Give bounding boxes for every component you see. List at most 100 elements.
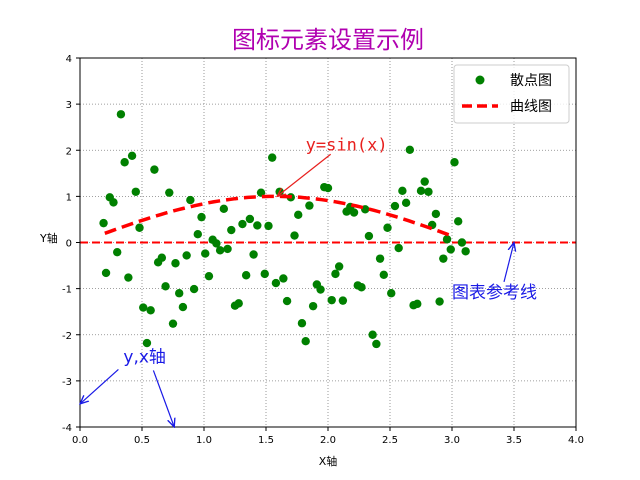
sine-curve bbox=[104, 194, 453, 238]
y-tick-label: 4 bbox=[66, 54, 72, 65]
scatter-point bbox=[215, 246, 225, 255]
scatter-point bbox=[227, 225, 236, 235]
legend-scatter-label: 散点图 bbox=[510, 73, 552, 89]
legend-scatter-marker bbox=[475, 75, 485, 85]
scatter-point bbox=[282, 296, 292, 306]
scatter-point bbox=[165, 188, 174, 197]
scatter-point bbox=[439, 254, 448, 263]
scatter-point bbox=[372, 339, 381, 349]
x-tick-label: 1.5 bbox=[258, 435, 274, 446]
curve-series bbox=[104, 194, 453, 238]
scatter-point bbox=[405, 145, 415, 154]
scatter-point bbox=[297, 319, 307, 328]
scatter-point bbox=[171, 259, 180, 268]
scatter-point bbox=[390, 201, 400, 211]
scatter-point bbox=[127, 151, 137, 160]
scatter-point bbox=[219, 204, 229, 214]
scatter-point bbox=[101, 268, 111, 278]
y-tick-label: 0 bbox=[66, 239, 72, 250]
scatter-point bbox=[223, 244, 232, 254]
scatter-point bbox=[249, 250, 258, 259]
scatter-point bbox=[168, 319, 178, 328]
scatter-point bbox=[135, 223, 144, 232]
y-tick-label: 3 bbox=[66, 100, 72, 111]
scatter-point bbox=[457, 238, 467, 247]
scatter-point bbox=[420, 177, 429, 186]
annotation-text: y=sin(x) bbox=[306, 135, 388, 155]
scatter-point bbox=[435, 297, 444, 306]
scatter-point bbox=[398, 186, 407, 196]
scatter-point bbox=[271, 278, 281, 288]
scatter-point bbox=[238, 219, 247, 229]
scatter-point bbox=[327, 295, 336, 305]
x-tick-label: 4.0 bbox=[568, 435, 584, 446]
scatter-point bbox=[189, 284, 199, 294]
scatter-point bbox=[201, 249, 210, 258]
scatter-point bbox=[279, 274, 288, 283]
annotation-arrow bbox=[503, 243, 514, 282]
scatter-point bbox=[368, 330, 377, 339]
scatter-point bbox=[146, 306, 155, 315]
scatter-point bbox=[124, 273, 133, 282]
scatter-point bbox=[116, 110, 126, 119]
legend-curve-label: 曲线图 bbox=[510, 99, 552, 115]
y-tick-label: 1 bbox=[66, 192, 72, 203]
annotation-arrow bbox=[277, 153, 332, 196]
scatter-point bbox=[301, 337, 310, 346]
scatter-point bbox=[260, 269, 269, 279]
annotations: y=sin(x) 图表参考线 y,x轴 bbox=[80, 135, 537, 427]
y-axis-ticks: -4 -3 -2 -1 0 1 2 3 4 bbox=[62, 54, 80, 434]
scatter-point bbox=[375, 254, 385, 263]
scatter-point bbox=[394, 243, 403, 253]
scatter-point bbox=[142, 338, 152, 348]
scatter-point bbox=[450, 158, 459, 167]
x-tick-label: 3.0 bbox=[444, 435, 460, 446]
scatter-point bbox=[361, 205, 370, 214]
y-tick-label: -2 bbox=[62, 331, 72, 342]
scatter-series bbox=[99, 110, 470, 349]
scatter-point bbox=[416, 186, 426, 196]
x-axis-label: X轴 bbox=[319, 454, 338, 468]
x-tick-label: 2.5 bbox=[382, 435, 398, 446]
scatter-point bbox=[157, 253, 167, 262]
scatter-point bbox=[364, 231, 374, 241]
scatter-point bbox=[186, 195, 195, 205]
scatter-point bbox=[178, 302, 188, 312]
scatter-point bbox=[401, 198, 411, 208]
scatter-point bbox=[442, 235, 452, 244]
scatter-point bbox=[204, 271, 214, 281]
scatter-point bbox=[379, 270, 388, 279]
x-tick-label: 0.0 bbox=[72, 435, 88, 446]
scatter-point bbox=[197, 212, 206, 222]
scatter-point bbox=[120, 158, 129, 167]
scatter-point bbox=[323, 183, 333, 193]
scatter-point bbox=[424, 187, 433, 196]
y-tick-label: -1 bbox=[62, 285, 72, 296]
scatter-point bbox=[109, 198, 118, 207]
scatter-point bbox=[212, 239, 221, 248]
scatter-point bbox=[139, 303, 148, 312]
scatter-point bbox=[182, 251, 191, 260]
scatter-point bbox=[305, 201, 314, 210]
scatter-point bbox=[387, 289, 396, 298]
y-tick-label: 2 bbox=[66, 146, 72, 157]
x-tick-label: 0.5 bbox=[134, 435, 150, 446]
scatter-point bbox=[334, 262, 344, 271]
scatter-point bbox=[308, 301, 318, 311]
scatter-point bbox=[264, 221, 273, 231]
scatter-point bbox=[349, 208, 359, 217]
y-axis-label: Y轴 bbox=[39, 231, 58, 245]
scatter-point bbox=[253, 221, 262, 230]
x-tick-label: 2.0 bbox=[320, 435, 336, 446]
scatter-point bbox=[290, 231, 299, 240]
scatter-point bbox=[431, 209, 441, 219]
scatter-point bbox=[357, 283, 366, 292]
scatter-point bbox=[99, 218, 108, 228]
scatter-point bbox=[446, 245, 455, 254]
x-tick-label: 3.5 bbox=[506, 435, 522, 446]
y-tick-label: -4 bbox=[62, 423, 72, 434]
annotation-text: y,x轴 bbox=[123, 347, 166, 367]
y-tick-label: -3 bbox=[62, 377, 72, 388]
scatter-point bbox=[316, 285, 325, 294]
scatter-point bbox=[454, 217, 463, 226]
